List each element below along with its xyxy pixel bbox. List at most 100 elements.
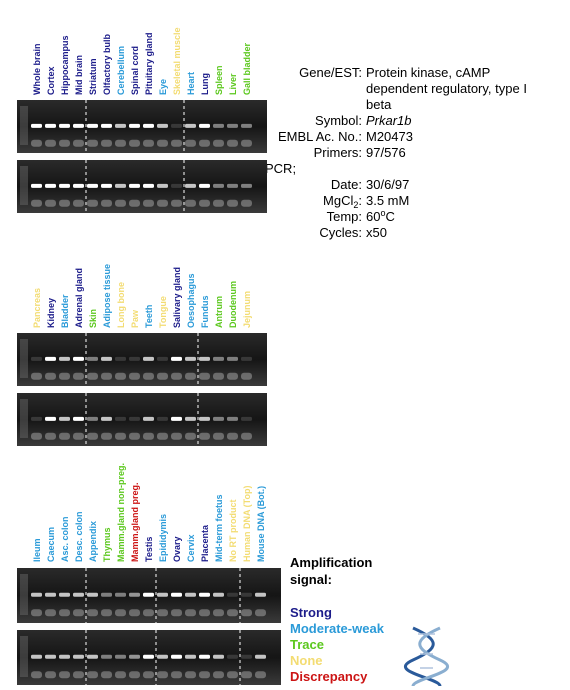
symbol: Prkar1b	[366, 113, 412, 128]
lane-label: Testis	[144, 537, 154, 562]
primer-smear	[31, 199, 42, 207]
legend-entry: Strong	[290, 605, 332, 620]
band	[157, 416, 168, 421]
band	[171, 592, 182, 597]
primer-smear	[87, 671, 98, 679]
band	[115, 592, 126, 597]
primer-smear	[241, 671, 252, 679]
band	[227, 654, 238, 659]
band	[87, 123, 98, 128]
band	[87, 356, 98, 361]
embl-label: EMBL Ac. No.:	[278, 129, 362, 144]
primer-smear	[157, 139, 168, 147]
gel	[17, 630, 281, 685]
band	[101, 356, 112, 361]
lane-label: Epididymis	[158, 514, 168, 562]
lane-label: Kidney	[46, 298, 56, 328]
band	[31, 123, 42, 128]
band	[171, 183, 182, 188]
primer-smear	[143, 671, 154, 679]
legend-entry: Discrepancy	[290, 669, 368, 684]
band	[73, 356, 84, 361]
primer-smear	[59, 671, 70, 679]
lane-label: Liver	[228, 73, 238, 95]
primer-smear	[185, 372, 196, 380]
primer-smear	[101, 372, 112, 380]
lane-label: Long bone	[116, 282, 126, 328]
primer-smear	[143, 372, 154, 380]
primer-smear	[45, 372, 56, 380]
band	[101, 654, 112, 659]
band	[255, 654, 266, 659]
mgcl-label: MgCl2:	[323, 193, 362, 210]
band	[171, 654, 182, 659]
band	[59, 592, 70, 597]
band	[129, 592, 140, 597]
band	[31, 356, 42, 361]
primer-smear	[227, 139, 238, 147]
band	[199, 416, 210, 421]
band	[73, 592, 84, 597]
primer-smear	[87, 139, 98, 147]
info-block: Gene/EST: Protein kinase, cAMP dependent…	[265, 65, 527, 240]
lane-label: Cerebellum	[116, 46, 126, 95]
band	[171, 123, 182, 128]
temp-label: Temp:	[327, 209, 362, 224]
lane-label: Tongue	[158, 296, 168, 328]
temp-sup: o	[380, 208, 385, 218]
band	[101, 592, 112, 597]
band	[45, 416, 56, 421]
lane-label: Jejunum	[242, 291, 252, 328]
band	[213, 123, 224, 128]
band	[185, 356, 196, 361]
band	[255, 592, 266, 597]
date: 30/6/97	[366, 177, 409, 192]
band	[129, 356, 140, 361]
lane-label: Pituitary gland	[144, 32, 154, 95]
primer-smear	[157, 199, 168, 207]
primer-smear	[45, 671, 56, 679]
gel-background	[17, 160, 267, 213]
band	[157, 183, 168, 188]
primer-smear	[143, 199, 154, 207]
band	[45, 654, 56, 659]
primer-smear	[101, 671, 112, 679]
lane-label: Mid brain	[74, 55, 84, 95]
band	[227, 183, 238, 188]
band	[227, 592, 238, 597]
lane-label: Appendix	[88, 521, 98, 562]
band	[241, 183, 252, 188]
primer-smear	[59, 372, 70, 380]
primer-smear	[129, 671, 140, 679]
lane-label: Mid-term foetus	[214, 495, 224, 563]
ladder	[20, 339, 28, 378]
primer-smear	[129, 609, 140, 617]
panel: Whole brain Cortex Hippocampus Mid brain Str…	[17, 27, 267, 213]
lane-label: Spleen	[214, 65, 224, 95]
gel	[17, 393, 267, 446]
primer-smear	[199, 671, 210, 679]
primer-smear	[199, 199, 210, 207]
primer-smear	[185, 671, 196, 679]
mgcl-colon: :	[358, 193, 362, 208]
primer-smear	[45, 199, 56, 207]
gene-line: Protein kinase, cAMP	[366, 65, 490, 80]
primer-smear	[199, 139, 210, 147]
band	[143, 654, 154, 659]
band	[59, 356, 70, 361]
primer-smear	[31, 372, 42, 380]
band	[157, 356, 168, 361]
primer-smear	[171, 609, 182, 617]
band	[143, 416, 154, 421]
band	[87, 654, 98, 659]
band	[115, 183, 126, 188]
ladder	[20, 166, 28, 205]
primer-smear	[227, 372, 238, 380]
band	[101, 123, 112, 128]
primer-smear	[59, 432, 70, 440]
primer-smear	[255, 671, 266, 679]
band	[87, 416, 98, 421]
primer-smear	[129, 199, 140, 207]
gel	[17, 568, 281, 623]
